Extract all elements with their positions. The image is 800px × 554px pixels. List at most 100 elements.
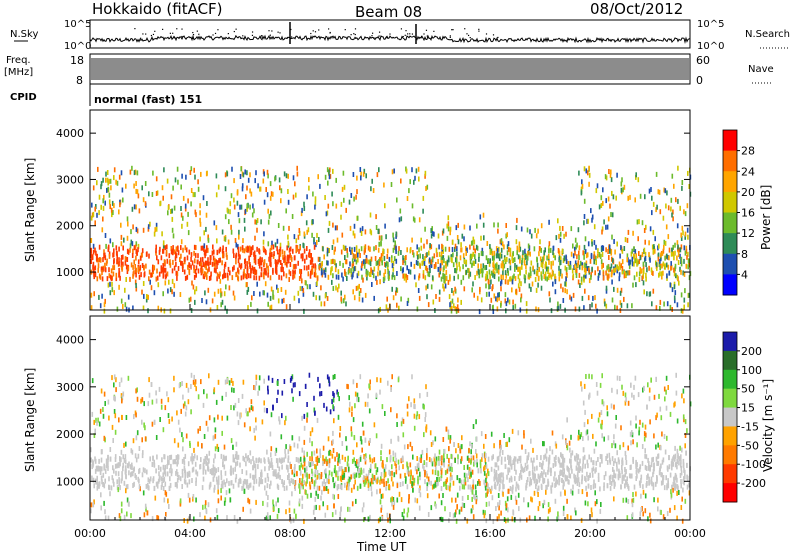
velocity-cell <box>296 471 298 477</box>
power-cell <box>276 284 278 290</box>
nsky-trace <box>89 22 691 44</box>
velocity-cell <box>401 417 404 423</box>
power-cell <box>199 210 201 216</box>
power-cell <box>616 287 619 293</box>
power-cell <box>514 276 517 281</box>
velocity-cell <box>371 473 374 479</box>
power-cell <box>373 295 375 301</box>
velocity-cell <box>583 422 586 428</box>
power-cell <box>292 248 294 254</box>
velocity-cell <box>298 498 301 504</box>
power-cell <box>391 263 394 269</box>
velocity-cell <box>392 497 395 502</box>
velocity-cell <box>283 480 285 486</box>
power-cell <box>446 223 448 229</box>
velocity-cell <box>144 503 147 509</box>
velocity-cell <box>192 496 194 502</box>
power-cell <box>259 186 261 192</box>
velocity-cell <box>337 414 340 420</box>
velocity-cell <box>475 436 478 442</box>
velocity-cell <box>237 420 240 426</box>
velocity-cell <box>666 435 668 441</box>
power-cell <box>313 244 316 250</box>
power-cell <box>250 250 253 256</box>
power-cell <box>96 276 99 282</box>
power-cell <box>197 186 200 192</box>
power-cell <box>367 270 369 276</box>
velocity-cell <box>470 508 473 514</box>
power-cell <box>176 271 179 277</box>
velocity-cell <box>571 468 573 474</box>
power-cell <box>511 287 513 293</box>
power-cell <box>490 270 493 276</box>
nsearch-point <box>251 31 254 33</box>
velocity-cell <box>464 477 467 482</box>
power-cell <box>247 273 250 279</box>
velocity-cell <box>639 419 641 425</box>
station-title: Hokkaido (fitACF) <box>92 0 223 18</box>
nsearch-point <box>420 35 423 38</box>
velocity-cell <box>631 502 634 508</box>
y-tick-label: 3000 <box>56 173 84 186</box>
power-cell <box>606 274 609 280</box>
velocity-cell <box>523 430 525 436</box>
power-cell <box>129 247 131 253</box>
velocity-cell <box>246 456 249 462</box>
velocity-cell <box>630 473 632 479</box>
velocity-cell <box>233 405 235 411</box>
power-cell <box>679 253 681 259</box>
nsearch-point <box>354 33 356 36</box>
power-cell <box>302 287 305 293</box>
power-cell <box>402 260 404 265</box>
power-cell <box>540 223 543 229</box>
velocity-cell <box>133 481 135 487</box>
power-cell <box>447 279 450 285</box>
power-cell <box>148 253 150 259</box>
power-cell <box>352 266 355 272</box>
velocity-cell <box>337 475 339 481</box>
velocity-cell <box>215 476 218 482</box>
velocity-cell <box>203 389 205 395</box>
velocity-cell <box>400 497 403 503</box>
power-cell <box>557 248 560 253</box>
velocity-cell <box>554 498 557 504</box>
velocity-cell <box>658 393 660 399</box>
velocity-cell <box>220 488 222 494</box>
power-cell <box>277 288 279 293</box>
power-cell <box>270 210 272 216</box>
velocity-cell <box>177 442 180 448</box>
velocity-cell <box>164 464 166 470</box>
cpid-label: CPID <box>10 92 37 103</box>
velocity-cell <box>388 469 390 475</box>
velocity-cell <box>254 468 257 474</box>
velocity-cell <box>137 453 140 459</box>
velocity-cell <box>487 456 490 462</box>
velocity-cell <box>336 389 338 395</box>
power-cell <box>183 269 186 275</box>
power-cell <box>472 251 474 257</box>
power-cell <box>211 261 214 267</box>
power-cell <box>578 272 581 278</box>
power-cell <box>493 264 496 270</box>
power-cell <box>272 253 275 259</box>
power-cell <box>514 263 516 268</box>
power-cell <box>282 225 285 231</box>
velocity-cell <box>242 480 245 486</box>
power-cell <box>90 238 93 243</box>
power-cell <box>561 226 564 231</box>
power-cell <box>217 260 219 266</box>
power-cell <box>318 237 320 242</box>
power-cell <box>241 186 244 192</box>
velocity-cell <box>234 466 236 472</box>
power-cell <box>652 201 655 207</box>
power-cell <box>242 247 244 253</box>
velocity-cell <box>236 411 239 417</box>
power-cell <box>295 192 297 198</box>
power-cell <box>182 267 184 272</box>
velocity-cell <box>389 518 391 524</box>
power-cell <box>144 181 147 186</box>
power-cell <box>638 271 641 277</box>
power-cell <box>324 174 327 180</box>
velocity-cell <box>651 457 653 463</box>
velocity-cell <box>302 464 304 470</box>
